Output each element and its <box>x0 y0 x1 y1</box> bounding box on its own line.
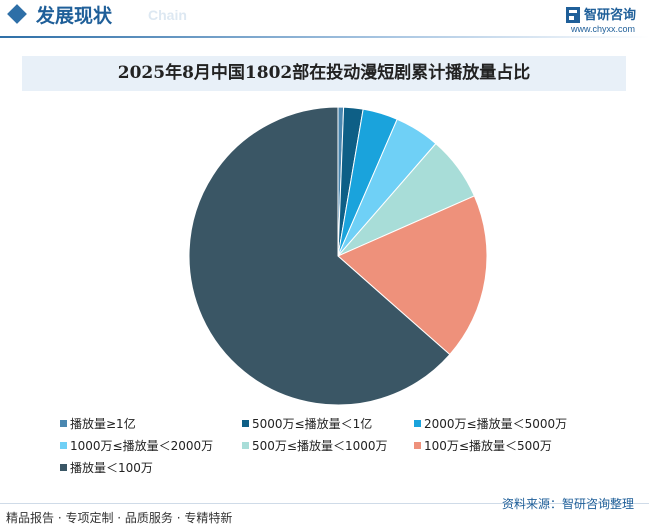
section-header: 发展现状 Chain 智研咨询 www.chyxx.com <box>0 0 649 38</box>
footer-slogan: 精品报告 · 专项定制 · 品质服务 · 专精特新 <box>6 511 233 525</box>
legend-item: 1000万≤播放量＜2000万 <box>60 436 213 456</box>
legend-swatch <box>242 442 249 449</box>
legend-item: 100万≤播放量＜500万 <box>414 436 552 456</box>
brand-logo-icon <box>566 7 580 23</box>
section-title: 发展现状 <box>36 5 113 27</box>
legend-item: 500万≤播放量＜1000万 <box>242 436 388 456</box>
legend-item: 5000万≤播放量＜1亿 <box>242 414 372 434</box>
chart-title: 2025年8月中国1802部在投动漫短剧累计播放量占比 <box>117 63 531 83</box>
legend-label: 5000万≤播放量＜1亿 <box>252 417 373 431</box>
chart-title-bar <box>22 56 626 91</box>
legend-item: 播放量＜100万 <box>60 458 153 478</box>
legend-item: 2000万≤播放量＜5000万 <box>414 414 567 434</box>
source-note: 资料来源：智研咨询整理 <box>502 497 635 511</box>
legend-swatch <box>414 442 421 449</box>
legend-swatch <box>60 442 67 449</box>
legend-swatch <box>414 420 421 427</box>
brand-url: www.chyxx.com <box>571 24 636 34</box>
legend-item: 播放量≥1亿 <box>60 414 136 434</box>
pie-slice-7 <box>188 106 451 406</box>
pie-slice-6 <box>337 195 488 356</box>
section-subtitle: Chain <box>148 7 187 23</box>
legend-swatch <box>60 464 67 471</box>
footer-divider <box>0 503 649 504</box>
legend-label: 播放量＜100万 <box>70 461 153 475</box>
legend-label: 2000万≤播放量＜5000万 <box>424 417 568 431</box>
brand-name: 智研咨询 <box>584 8 637 23</box>
legend-label: 1000万≤播放量＜2000万 <box>70 439 214 453</box>
legend-label: 500万≤播放量＜1000万 <box>252 439 388 453</box>
header-divider <box>0 36 649 38</box>
legend-swatch <box>60 420 67 427</box>
legend-label: 100万≤播放量＜500万 <box>424 439 552 453</box>
legend-swatch <box>242 420 249 427</box>
legend-label: 播放量≥1亿 <box>70 417 136 431</box>
